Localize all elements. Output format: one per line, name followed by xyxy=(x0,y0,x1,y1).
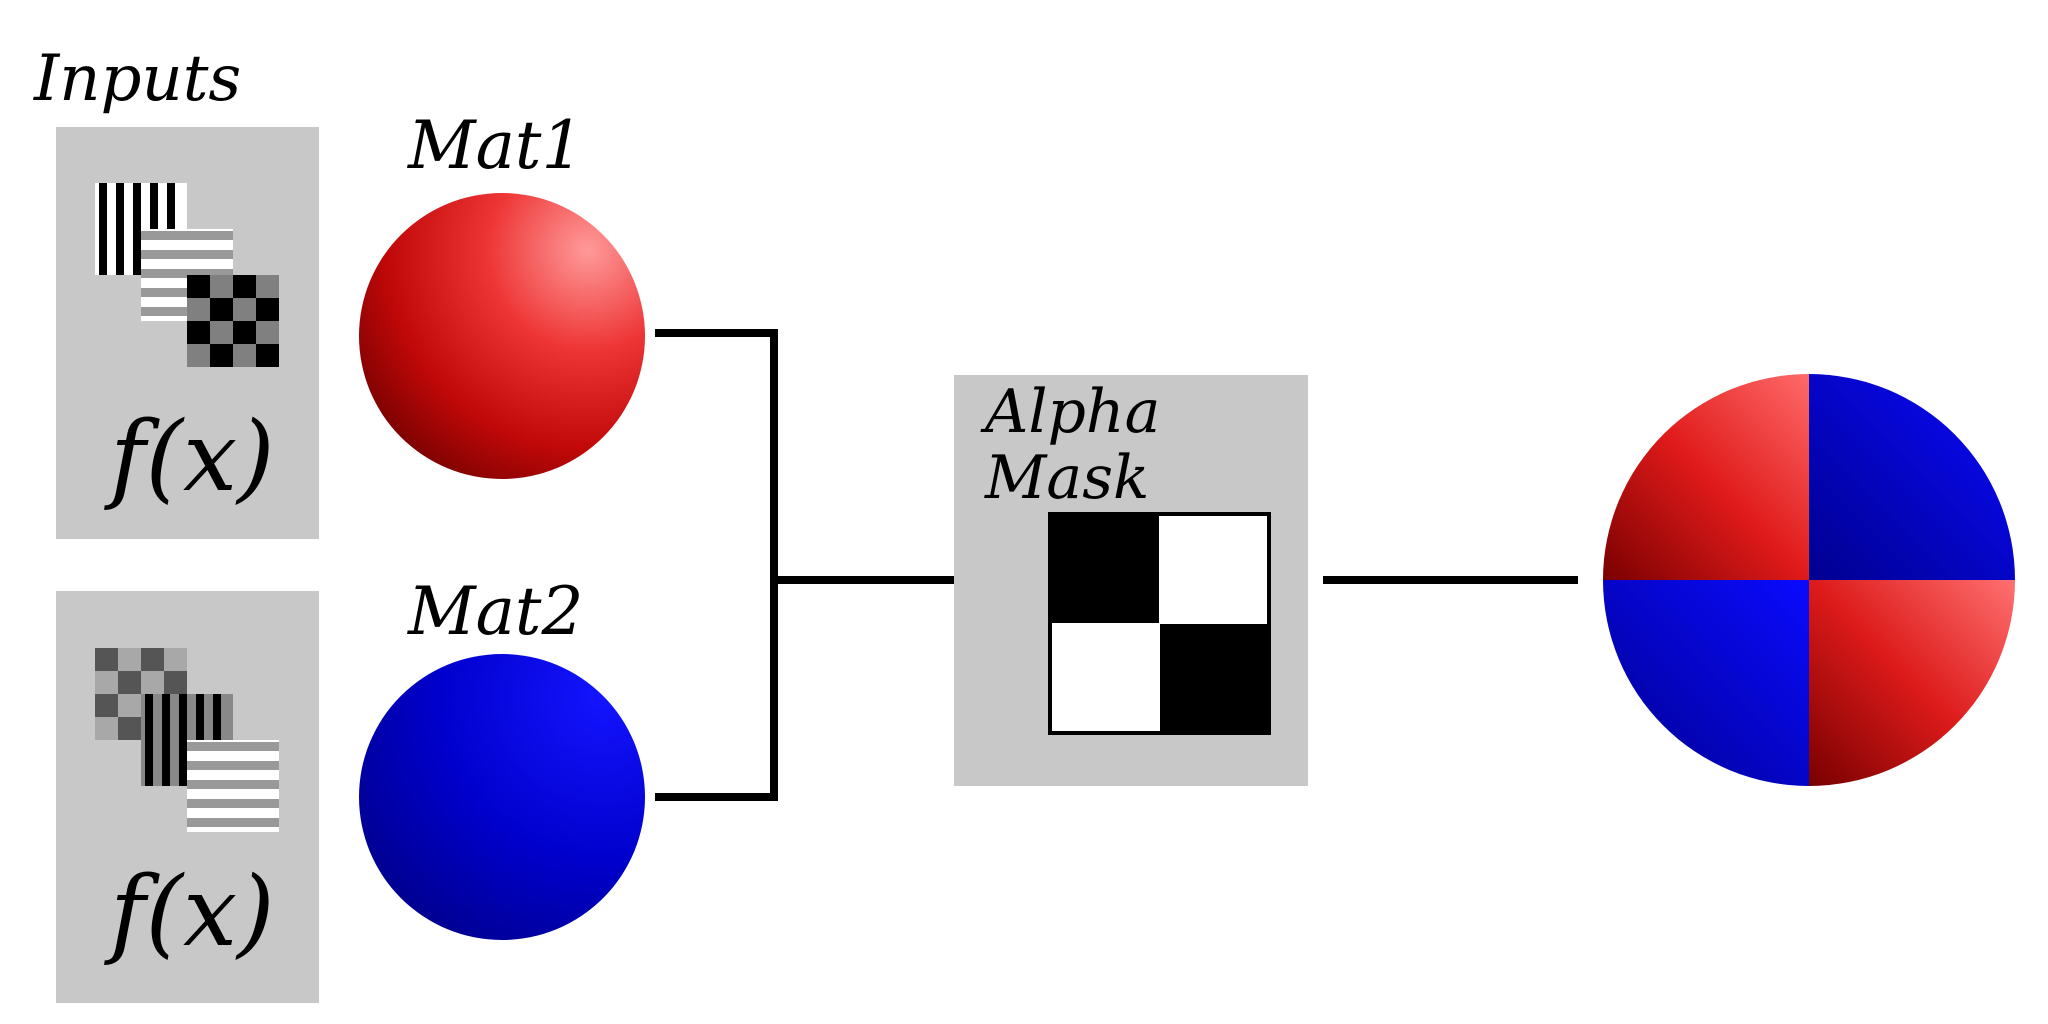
texture-stack-icon xyxy=(95,648,279,832)
mat1-label: Mat1 xyxy=(407,107,583,184)
function-label-1: f(x) xyxy=(104,401,275,513)
input-panel-1: f(x) xyxy=(56,127,319,539)
output-sphere xyxy=(1603,374,2015,786)
input-panel-2: f(x) xyxy=(56,591,319,1003)
mask-checker-icon xyxy=(1048,512,1271,735)
mat2-sphere xyxy=(359,654,645,940)
alpha-mask-label-line2: Mask xyxy=(984,443,1149,513)
alpha-mask-panel: Alpha Mask xyxy=(954,375,1308,786)
connector-lines xyxy=(655,329,1578,801)
mat1-sphere xyxy=(359,193,645,479)
alpha-mask-label-line1: Alpha xyxy=(980,377,1160,447)
inputs-label: Inputs xyxy=(33,42,241,116)
mat2-label: Mat2 xyxy=(407,573,583,650)
texture-stack-icon xyxy=(95,183,279,367)
function-label-2: f(x) xyxy=(104,856,275,968)
